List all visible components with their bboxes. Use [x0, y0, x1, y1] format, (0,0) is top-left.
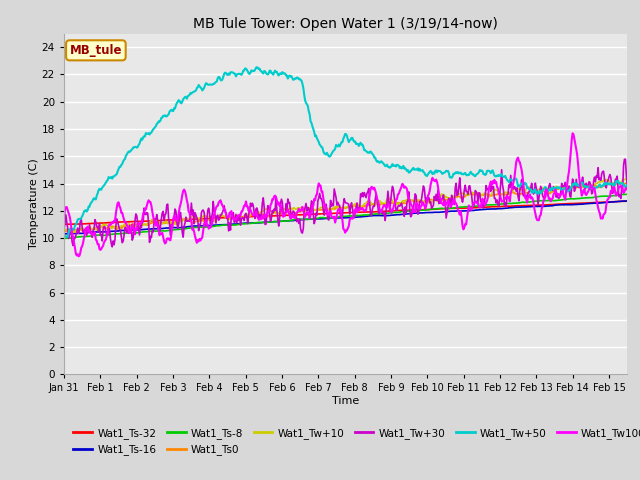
- Wat1_Ts0: [610, 181, 618, 187]
- Wat1_Ts-16: [609, 199, 616, 205]
- Wat1_Tw100: [569, 131, 577, 136]
- Wat1_Tw100: [60, 214, 68, 220]
- Wat1_Tw+30: [269, 210, 277, 216]
- Line: Wat1_Tw+30: Wat1_Tw+30: [64, 159, 627, 247]
- Wat1_Ts-8: [609, 193, 616, 199]
- Wat1_Tw+10: [141, 222, 149, 228]
- Text: MB_tule: MB_tule: [70, 44, 122, 57]
- Wat1_Tw+50: [500, 174, 508, 180]
- Wat1_Tw+50: [60, 232, 68, 238]
- Legend: Wat1_Ts-32, Wat1_Ts-16, Wat1_Ts-8, Wat1_Ts0, Wat1_Tw+10, Wat1_Tw+30, Wat1_Tw+50,: Wat1_Ts-32, Wat1_Ts-16, Wat1_Ts-8, Wat1_…: [69, 424, 640, 459]
- Wat1_Ts0: [534, 190, 542, 195]
- Wat1_Tw+50: [611, 182, 618, 188]
- Wat1_Ts-32: [498, 204, 506, 209]
- Line: Wat1_Tw+50: Wat1_Tw+50: [64, 67, 627, 237]
- Wat1_Ts0: [269, 210, 277, 216]
- Wat1_Ts0: [141, 222, 149, 228]
- Wat1_Tw100: [467, 207, 474, 213]
- Wat1_Tw100: [141, 206, 149, 212]
- Wat1_Tw100: [269, 197, 277, 203]
- Wat1_Tw100: [611, 185, 618, 191]
- Wat1_Tw+50: [141, 133, 149, 139]
- Wat1_Ts-8: [533, 198, 541, 204]
- Wat1_Tw+30: [621, 156, 628, 162]
- Wat1_Tw+10: [623, 176, 630, 181]
- Wat1_Ts0: [499, 192, 506, 197]
- Wat1_Tw+30: [60, 228, 68, 233]
- Wat1_Ts-8: [269, 219, 276, 225]
- Wat1_Ts-16: [466, 208, 474, 214]
- Wat1_Tw+30: [610, 185, 618, 191]
- Wat1_Tw+50: [623, 182, 631, 188]
- Wat1_Ts-16: [140, 227, 148, 232]
- Wat1_Ts-32: [269, 213, 276, 219]
- Wat1_Tw+30: [108, 244, 116, 250]
- Wat1_Tw+30: [623, 182, 631, 188]
- Wat1_Ts-32: [623, 198, 631, 204]
- Line: Wat1_Ts-32: Wat1_Ts-32: [64, 201, 627, 224]
- Wat1_Ts-8: [466, 204, 474, 210]
- Wat1_Ts-8: [623, 192, 631, 197]
- Wat1_Tw+30: [141, 211, 149, 217]
- Wat1_Ts-8: [140, 229, 148, 235]
- Wat1_Tw100: [623, 187, 631, 192]
- Wat1_Tw+10: [467, 190, 474, 196]
- Wat1_Tw+50: [468, 170, 476, 176]
- Wat1_Tw100: [534, 217, 542, 223]
- Wat1_Ts-16: [269, 219, 276, 225]
- Wat1_Ts0: [613, 180, 621, 185]
- Wat1_Ts0: [623, 180, 631, 186]
- Wat1_Tw+50: [253, 64, 260, 70]
- Line: Wat1_Ts0: Wat1_Ts0: [64, 182, 627, 232]
- Wat1_Ts-16: [60, 231, 68, 237]
- Wat1_Tw+30: [534, 202, 542, 208]
- Line: Wat1_Ts-8: Wat1_Ts-8: [64, 194, 627, 239]
- Wat1_Ts-32: [609, 199, 616, 204]
- Line: Wat1_Ts-16: Wat1_Ts-16: [64, 201, 627, 234]
- Wat1_Ts-16: [623, 198, 631, 204]
- Wat1_Tw100: [499, 198, 506, 204]
- Wat1_Tw100: [75, 253, 83, 259]
- Wat1_Tw+10: [68, 230, 76, 236]
- Wat1_Ts-32: [466, 205, 474, 211]
- Wat1_Ts0: [60, 228, 68, 234]
- Wat1_Ts-16: [498, 206, 506, 212]
- Wat1_Tw+10: [610, 181, 618, 187]
- Wat1_Tw+30: [499, 182, 506, 188]
- Wat1_Ts-32: [140, 218, 148, 224]
- Wat1_Tw+50: [63, 234, 70, 240]
- Wat1_Ts-32: [60, 221, 68, 227]
- Wat1_Ts-8: [60, 236, 68, 241]
- Wat1_Tw+10: [499, 191, 506, 197]
- Wat1_Ts0: [467, 191, 474, 197]
- Title: MB Tule Tower: Open Water 1 (3/19/14-now): MB Tule Tower: Open Water 1 (3/19/14-now…: [193, 17, 498, 31]
- Wat1_Tw+50: [535, 190, 543, 196]
- Wat1_Tw+30: [467, 189, 474, 195]
- Wat1_Ts-8: [498, 201, 506, 207]
- Wat1_Ts0: [67, 229, 74, 235]
- Wat1_Tw+10: [534, 187, 542, 192]
- Wat1_Ts-16: [533, 204, 541, 209]
- Wat1_Tw+50: [270, 70, 278, 75]
- Wat1_Tw+10: [623, 177, 631, 182]
- Wat1_Ts-32: [533, 202, 541, 208]
- Wat1_Tw+10: [269, 208, 277, 214]
- X-axis label: Time: Time: [332, 396, 359, 406]
- Line: Wat1_Tw+10: Wat1_Tw+10: [64, 179, 627, 233]
- Wat1_Tw+10: [60, 226, 68, 232]
- Y-axis label: Temperature (C): Temperature (C): [29, 158, 39, 250]
- Line: Wat1_Tw100: Wat1_Tw100: [64, 133, 627, 256]
